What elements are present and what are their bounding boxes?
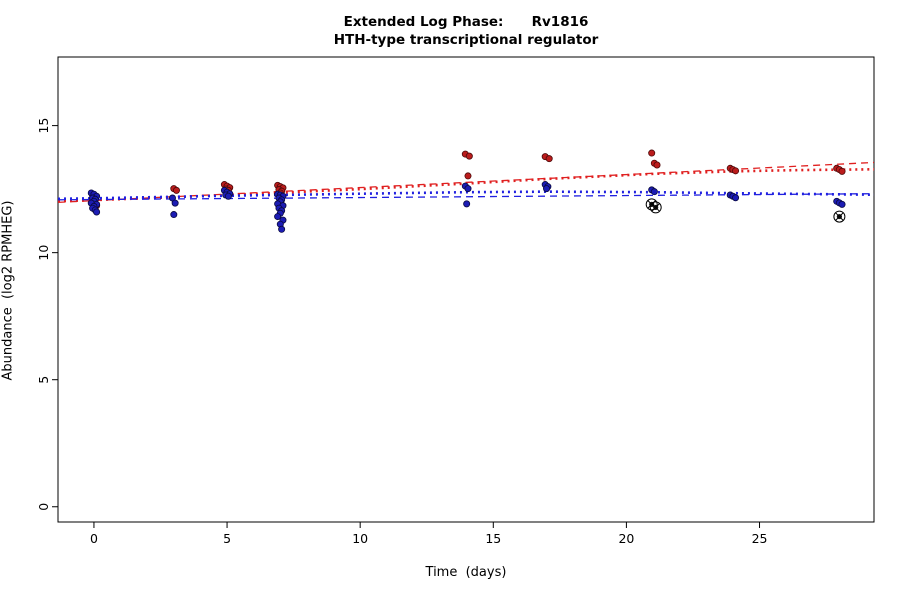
plot-box (57, 56, 875, 523)
red-condition-point (465, 152, 473, 160)
outlier-cross-icon (651, 203, 660, 212)
blue-smooth-fit-trend-line (57, 190, 875, 201)
x-tick-label: 5 (223, 531, 231, 546)
x-tick-label: 25 (752, 531, 768, 546)
outlier-circle-icon (833, 210, 846, 223)
red-condition-point (732, 167, 740, 175)
outlier-circle-icon (645, 198, 658, 211)
red-condition-point (653, 161, 661, 169)
blue-condition-point (464, 185, 472, 193)
blue-condition-point (543, 185, 551, 193)
blue-linear-fit-trend-line (57, 193, 875, 201)
x-axis-label: Time (days) (425, 565, 507, 580)
blue-condition-point (650, 188, 658, 196)
red-condition-point (464, 172, 472, 180)
y-tick-label: 5 (36, 376, 51, 384)
blue-condition-point (274, 213, 282, 221)
chart-subtitle: HTH-type transcriptional regulator (333, 32, 599, 48)
blue-condition-point (171, 199, 179, 207)
y-axis-label: Abundance (log2 RPMHEG) (0, 200, 16, 381)
y-tick-label: 0 (36, 503, 51, 511)
y-tick-label: 15 (36, 118, 51, 134)
blue-condition-point (93, 208, 101, 216)
outlier-cross-icon (835, 212, 844, 221)
red-condition-point (172, 186, 180, 194)
blue-condition-point (170, 211, 178, 219)
red-condition-point (648, 149, 656, 157)
outlier-circle-icon (649, 201, 662, 214)
y-tick-label: 10 (36, 245, 51, 261)
x-tick-label: 15 (485, 531, 501, 546)
red-condition-point (838, 167, 846, 175)
x-tick-label: 10 (352, 531, 368, 546)
blue-condition-point (463, 200, 471, 208)
blue-condition-point (838, 200, 846, 208)
x-tick-label: 20 (618, 531, 634, 546)
chart-title: Extended Log Phase: Rv1816 (343, 14, 589, 30)
blue-condition-point (224, 192, 232, 200)
x-tick-label: 0 (90, 531, 98, 546)
blue-condition-point (278, 225, 286, 233)
red-condition-point (545, 155, 553, 163)
blue-condition-point (732, 194, 740, 202)
